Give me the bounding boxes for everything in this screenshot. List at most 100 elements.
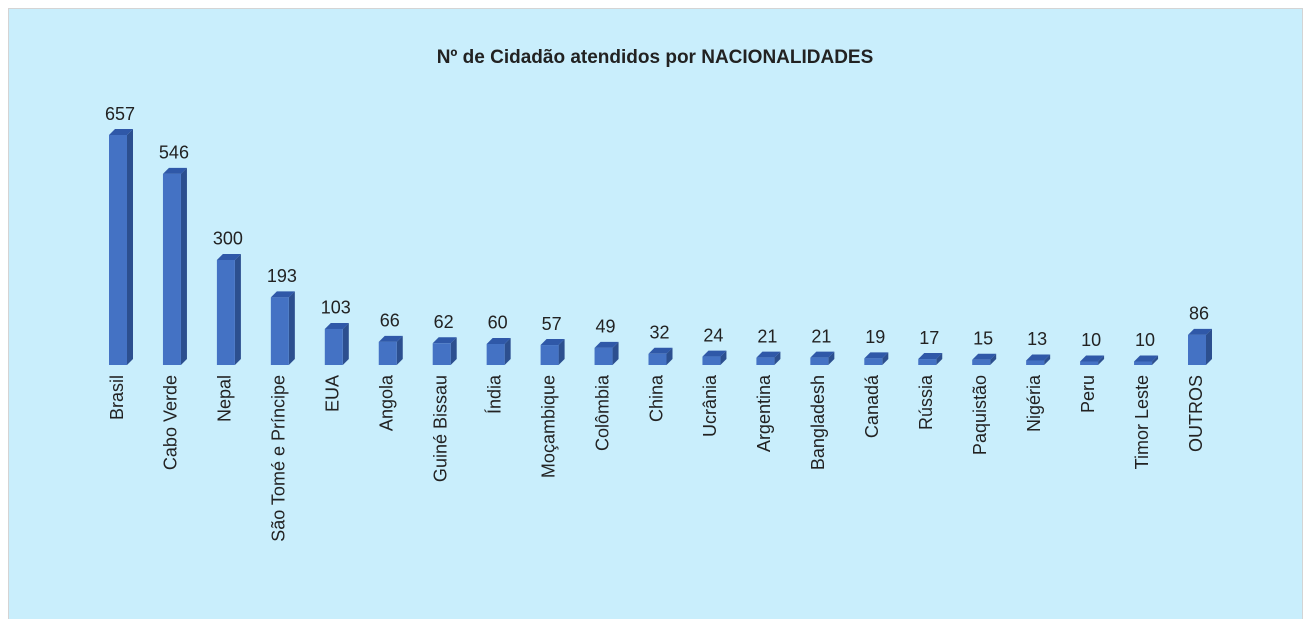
x-tick-label: Nepal <box>215 375 235 422</box>
bar-front <box>109 135 127 365</box>
value-label: 300 <box>213 229 243 249</box>
bar-side <box>234 253 241 365</box>
value-label: 62 <box>434 312 454 332</box>
x-tick-label: Moçambique <box>538 375 558 478</box>
bar-top <box>864 352 889 359</box>
x-tick-label: Argentina <box>754 374 774 452</box>
bar-front <box>162 173 181 365</box>
bar <box>756 351 781 365</box>
bar-top <box>918 353 943 360</box>
x-tick-label: Brasil <box>107 375 127 420</box>
bar-side <box>1206 328 1212 365</box>
bar <box>1080 355 1105 365</box>
bar-front <box>810 357 829 365</box>
bar-top <box>972 353 997 360</box>
value-label: 193 <box>267 266 297 286</box>
x-tick-label: Timor Leste <box>1132 375 1152 469</box>
bar-side <box>882 352 889 365</box>
bar <box>270 291 295 365</box>
bar-front <box>594 347 613 365</box>
bar-side <box>180 167 187 365</box>
bar <box>1026 354 1051 365</box>
bar-side <box>612 341 619 365</box>
bar-top <box>109 129 133 135</box>
bar-front <box>1188 334 1206 365</box>
bar-side <box>504 337 511 365</box>
value-label: 86 <box>1189 304 1209 324</box>
value-label: 32 <box>649 323 669 343</box>
bar-top <box>540 339 565 346</box>
x-tick-label: Guiné Bissau <box>430 375 450 482</box>
bar-top <box>1080 355 1105 362</box>
bar <box>486 337 511 365</box>
bar-top <box>162 167 187 174</box>
x-tick-label: EUA <box>323 375 343 412</box>
x-tick-label: Ucrânia <box>700 374 720 437</box>
value-label: 657 <box>105 104 135 124</box>
bar <box>864 352 889 365</box>
bar-side <box>1152 355 1159 365</box>
bar-front <box>540 345 559 365</box>
value-label: 546 <box>159 143 189 163</box>
bar-front <box>972 359 991 365</box>
x-tick-label: Peru <box>1078 375 1098 413</box>
bar-side <box>666 347 673 365</box>
bar-top <box>216 253 241 260</box>
x-tick-label: Canadá <box>862 374 882 438</box>
bar <box>810 351 835 365</box>
bar-top <box>1134 355 1159 362</box>
bar-side <box>774 351 781 365</box>
bar-side <box>127 129 133 365</box>
bar-front <box>324 328 343 365</box>
bar-top <box>486 337 511 344</box>
bar-top <box>324 322 349 329</box>
value-label: 10 <box>1081 330 1101 350</box>
bar-front <box>918 359 937 365</box>
bar <box>432 337 457 365</box>
bar <box>918 353 943 365</box>
value-label: 17 <box>919 328 939 348</box>
bar <box>594 341 619 365</box>
bar <box>540 339 565 365</box>
x-tick-label: OUTROS <box>1186 375 1206 452</box>
bar <box>1188 328 1212 365</box>
value-label: 13 <box>1027 329 1047 349</box>
bar-side <box>558 339 565 365</box>
bar-side <box>1098 355 1105 365</box>
bar <box>648 347 673 365</box>
value-label: 10 <box>1135 330 1155 350</box>
bar-top <box>756 351 781 358</box>
bar <box>972 353 997 365</box>
value-label: 66 <box>380 311 400 331</box>
bar-front <box>756 357 775 365</box>
bar-top <box>810 351 835 358</box>
bar-side <box>720 350 727 365</box>
bar-top <box>648 347 673 354</box>
bar-side <box>990 353 997 365</box>
bar-top <box>702 350 727 357</box>
bar <box>1134 355 1159 365</box>
bar-top <box>432 337 457 344</box>
bar-top <box>1188 328 1212 335</box>
chart-title: Nº de Cidadão atendidos por NACIONALIDAD… <box>437 47 874 68</box>
bar-side <box>288 291 295 365</box>
bar-side <box>342 322 349 365</box>
bar-top <box>378 335 403 342</box>
bar-front <box>486 343 505 365</box>
x-tick-label: Paquistão <box>970 375 990 455</box>
bar-side <box>450 337 457 365</box>
bar <box>324 322 349 365</box>
bar-front <box>1080 361 1099 365</box>
bar <box>378 335 403 365</box>
bar <box>702 350 727 365</box>
bar-front <box>378 341 397 365</box>
bar-top <box>270 291 295 298</box>
value-label: 49 <box>596 317 616 337</box>
bar-top <box>594 341 619 348</box>
x-tick-label: Cabo Verde <box>161 375 181 470</box>
bar-front <box>702 356 721 365</box>
value-label: 15 <box>973 328 993 348</box>
bar-top <box>1026 354 1051 361</box>
value-label: 60 <box>488 313 508 333</box>
